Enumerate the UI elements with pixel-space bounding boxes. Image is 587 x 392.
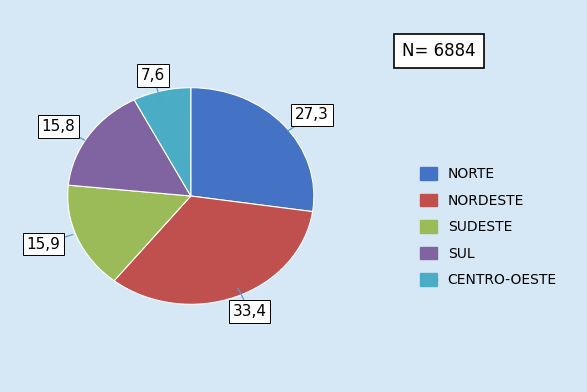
- Text: 7,6: 7,6: [141, 68, 165, 100]
- Text: 33,4: 33,4: [232, 288, 266, 319]
- Text: N= 6884: N= 6884: [402, 42, 476, 60]
- Wedge shape: [114, 196, 312, 304]
- Wedge shape: [134, 88, 191, 196]
- Wedge shape: [68, 100, 191, 196]
- Wedge shape: [68, 185, 191, 281]
- Wedge shape: [191, 88, 314, 212]
- Legend: NORTE, NORDESTE, SUDESTE, SUL, CENTRO-OESTE: NORTE, NORDESTE, SUDESTE, SUL, CENTRO-OE…: [420, 167, 557, 287]
- Text: 15,9: 15,9: [26, 234, 73, 252]
- Text: 15,8: 15,8: [42, 119, 85, 140]
- Text: 27,3: 27,3: [288, 107, 329, 131]
